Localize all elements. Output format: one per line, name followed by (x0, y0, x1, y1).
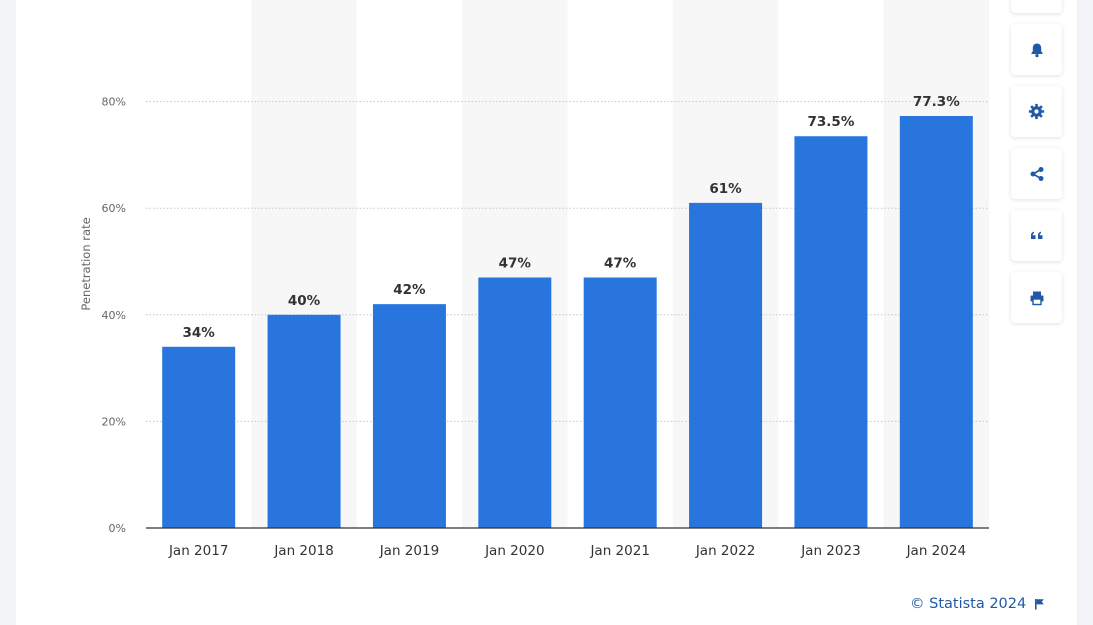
statista-credit[interactable]: © Statista 2024 (910, 596, 1045, 612)
chart-card: 0% 20% 40% 60% 80% 100% 34% 40% 42% 47% 47% 61% 73.… (16, 0, 1077, 625)
data-label: 77.3% (913, 94, 960, 110)
y-tick-label: 100% (95, 0, 126, 2)
bar[interactable] (689, 202, 763, 528)
data-label: 42% (393, 282, 426, 298)
cite-button[interactable] (1011, 210, 1062, 261)
bar[interactable] (583, 277, 657, 528)
gear-icon (1028, 103, 1045, 120)
y-tick-label: 40% (102, 309, 126, 322)
y-tick-label: 20% (102, 415, 126, 428)
printer-icon (1030, 291, 1043, 305)
x-tick-label: Jan 2020 (484, 543, 544, 559)
bar[interactable] (267, 314, 341, 528)
star-button[interactable] (1011, 0, 1062, 13)
bar[interactable] (794, 136, 868, 528)
bar-chart: 0% 20% 40% 60% 80% 100% 34% 40% 42% 47% 47% 61% 73.… (79, 0, 989, 559)
data-label: 40% (288, 293, 321, 309)
bar[interactable] (478, 277, 552, 528)
y-tick-label: 80% (102, 96, 126, 109)
bar[interactable] (372, 304, 446, 528)
share-button[interactable] (1011, 148, 1062, 199)
data-labels: 34% 40% 42% 47% 47% 61% 73.5% 77.3% (183, 94, 961, 341)
x-tick-label: Jan 2021 (589, 543, 649, 559)
bell-icon (1031, 43, 1042, 57)
print-button[interactable] (1011, 272, 1062, 323)
settings-button[interactable] (1011, 86, 1062, 137)
data-label: 47% (499, 255, 532, 271)
y-tick-label: 60% (102, 202, 126, 215)
x-tick-label: Jan 2022 (695, 543, 755, 559)
y-tick-label: 0% (109, 522, 126, 535)
quote-icon (1030, 231, 1042, 239)
data-label: 73.5% (808, 114, 855, 130)
x-axis-ticks: Jan 2017 Jan 2018 Jan 2019 Jan 2020 Jan 2021… (168, 543, 966, 559)
x-tick-label: Jan 2019 (379, 543, 439, 559)
bars (162, 115, 973, 528)
credit-text[interactable]: © Statista 2024 (910, 596, 1027, 612)
data-label: 34% (183, 325, 216, 341)
bar[interactable] (899, 115, 973, 528)
bar[interactable] (162, 346, 236, 528)
x-tick-label: Jan 2018 (273, 543, 333, 559)
y-axis-ticks: 0% 20% 40% 60% 80% 100% (95, 0, 126, 535)
data-label: 61% (709, 181, 742, 197)
y-axis-label: Penetration rate (79, 217, 93, 310)
notification-button[interactable] (1011, 24, 1062, 75)
x-tick-label: Jan 2023 (800, 543, 860, 559)
x-tick-label: Jan 2024 (906, 543, 966, 559)
data-label: 47% (604, 255, 637, 271)
x-tick-label: Jan 2017 (168, 543, 228, 559)
flag-icon[interactable] (1034, 598, 1045, 610)
share-icon (1030, 166, 1043, 181)
